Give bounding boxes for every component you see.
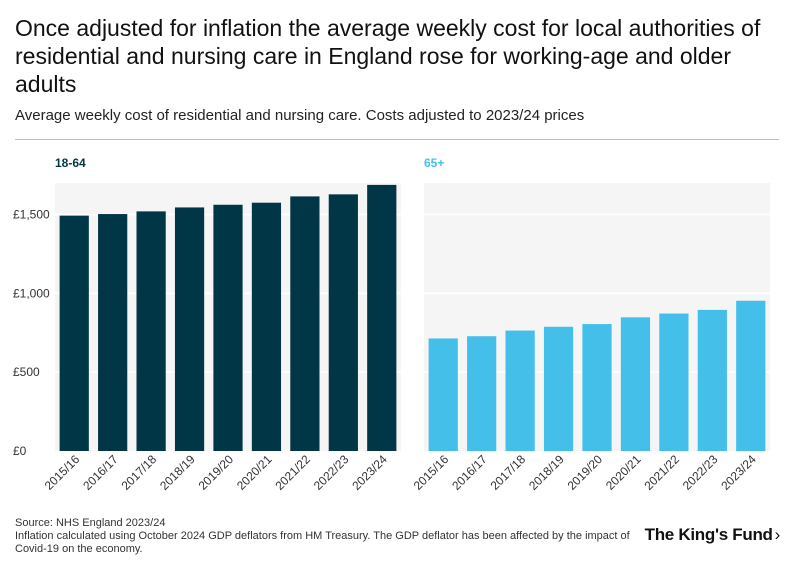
bar-chart-panels: £0£500£1,000£1,50018-642015/162016/17201… (13, 156, 766, 493)
x-tick-label-0-2: 2017/18 (119, 452, 160, 493)
x-tick-label-0-4: 2019/20 (196, 452, 237, 493)
bar-1-0 (428, 338, 458, 451)
x-tick-label-0-1: 2016/17 (80, 452, 121, 493)
y-tick-label-1: £500 (13, 365, 40, 379)
y-tick-label-0: £0 (13, 444, 27, 458)
x-tick-label-1-5: 2020/21 (603, 452, 644, 493)
x-tick-label-0-7: 2022/23 (311, 452, 352, 493)
x-tick-label-0-3: 2018/19 (157, 452, 198, 493)
logo-chevron-icon: › (774, 525, 781, 544)
bar-0-7 (328, 194, 358, 451)
bar-0-0 (59, 215, 89, 451)
x-tick-label-1-7: 2022/23 (680, 452, 721, 493)
panel-title-0: 18-64 (55, 156, 86, 170)
source-notes: Source: NHS England 2023/24 Inflation ca… (15, 517, 635, 556)
bar-0-5 (251, 202, 282, 451)
bar-1-7 (697, 309, 727, 451)
bar-1-4 (582, 324, 612, 451)
chart-title: Once adjusted for inflation the average … (15, 15, 761, 97)
bar-0-2 (136, 211, 166, 451)
chart-subtitle: Average weekly cost of residential and n… (15, 107, 585, 124)
bar-1-8 (736, 300, 766, 451)
y-tick-label-2: £1,000 (13, 286, 50, 300)
note-text: Inflation calculated using October 2024 … (15, 530, 630, 555)
bar-0-4 (213, 204, 243, 451)
x-tick-label-1-8: 2023/24 (718, 452, 759, 493)
bar-1-1 (467, 336, 497, 451)
x-tick-label-0-0: 2015/16 (42, 452, 83, 493)
x-tick-label-0-8: 2023/24 (349, 452, 390, 493)
bar-1-5 (620, 317, 651, 451)
logo-text: The King's Fund (644, 525, 773, 544)
x-tick-label-1-4: 2019/20 (565, 452, 606, 493)
y-tick-label-3: £1,500 (13, 208, 50, 222)
x-tick-label-1-1: 2016/17 (449, 452, 490, 493)
header-divider (15, 139, 779, 140)
x-tick-label-1-0: 2015/16 (411, 452, 452, 493)
x-tick-label-0-5: 2020/21 (234, 452, 275, 493)
panel-title-1: 65+ (424, 156, 444, 170)
x-tick-label-1-2: 2017/18 (488, 452, 529, 493)
bar-0-3 (174, 207, 205, 451)
bar-1-3 (543, 326, 574, 451)
x-tick-label-1-3: 2018/19 (526, 452, 567, 493)
source-text: Source: NHS England 2023/24 (15, 517, 166, 529)
bar-0-8 (367, 184, 397, 451)
bar-1-6 (659, 313, 689, 451)
bar-0-6 (290, 196, 320, 451)
kings-fund-logo: The King's Fund › (644, 525, 781, 545)
x-tick-label-0-6: 2021/22 (272, 452, 313, 493)
bar-1-2 (505, 330, 535, 451)
bar-0-1 (98, 214, 128, 451)
x-tick-label-1-6: 2021/22 (641, 452, 682, 493)
